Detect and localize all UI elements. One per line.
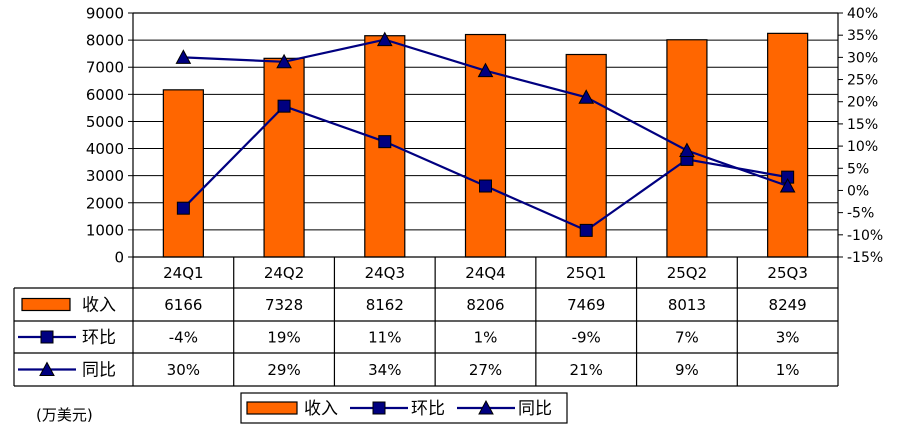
right-tick-label: -5% <box>847 206 874 222</box>
marker-mom <box>277 99 291 113</box>
right-tick-label: 30% <box>847 50 878 66</box>
bar-revenue <box>263 57 305 258</box>
marker-yoy <box>175 49 192 64</box>
left-tick-label: 8000 <box>86 32 124 50</box>
right-tick-label: -10% <box>847 228 883 244</box>
legend-label-revenue: 收入 <box>304 399 338 419</box>
bar-revenue <box>565 53 607 258</box>
left-tick-label: 2000 <box>86 194 124 212</box>
data-table: 24Q1 24Q2 24Q3 24Q4 25Q1 25Q2 25Q3 收入 6166 7328 81… <box>13 256 839 387</box>
legend-label-mom: 环比 <box>411 399 445 419</box>
marker-mom <box>372 401 386 415</box>
category-label: 25Q1 <box>566 264 606 282</box>
table-cell: 3% <box>776 329 800 347</box>
unit-label: (万美元) <box>36 406 93 424</box>
marker-yoy <box>779 177 796 193</box>
left-tick-label: 1000 <box>86 221 124 239</box>
category-label: 24Q4 <box>465 264 505 282</box>
right-tick-label: 10% <box>847 139 878 155</box>
left-tick-label: 4000 <box>86 140 124 158</box>
left-tick-label: 3000 <box>86 167 124 185</box>
right-tick-label: 35% <box>847 28 878 44</box>
category-label: 24Q1 <box>163 264 203 282</box>
bar-revenue <box>162 89 204 258</box>
marker-yoy <box>578 89 595 104</box>
marker-yoy <box>376 31 393 47</box>
chart-legend: 收入 环比 同比 <box>240 392 568 424</box>
table-cell: 7469 <box>567 296 605 314</box>
right-tick-label: 20% <box>847 95 878 111</box>
left-tick-label: 7000 <box>86 59 124 77</box>
left-tick-label: 5000 <box>86 113 124 131</box>
table-row-header: 同比 <box>82 361 116 381</box>
axis-tick-labels: 0 1000 2000 3000 4000 5000 6000 7000 8000 9000 -15… <box>86 5 883 267</box>
table-cell: 30% <box>167 361 200 379</box>
category-label: 25Q2 <box>667 264 707 282</box>
table-row-header: 收入 <box>82 296 116 316</box>
table-cell: 19% <box>267 329 300 347</box>
left-tick-label: 6000 <box>86 86 124 104</box>
right-tick-label: 25% <box>847 73 878 89</box>
table-cell: 9% <box>675 361 699 379</box>
table-cell: 34% <box>368 361 401 379</box>
marker-mom <box>176 201 190 215</box>
right-tick-label: 0% <box>847 183 869 199</box>
legend-label-yoy: 同比 <box>518 399 552 419</box>
marker-mom <box>40 330 54 344</box>
table-cell: 7328 <box>265 296 303 314</box>
table-cell: 6166 <box>164 296 202 314</box>
table-cell: 1% <box>776 361 800 379</box>
marker-yoy <box>276 53 292 69</box>
marker-mom <box>579 223 593 237</box>
left-tick-label: 0 <box>114 249 124 267</box>
category-label: 24Q3 <box>365 264 405 282</box>
left-tick-label: 9000 <box>86 5 124 23</box>
right-tick-label: -15% <box>847 250 883 266</box>
table-cell: 21% <box>570 361 603 379</box>
table-cell: 1% <box>474 329 498 347</box>
table-cell: 7% <box>675 329 699 347</box>
table-cell: 8249 <box>769 296 807 314</box>
legend-key-revenue <box>246 401 298 415</box>
table-cell: 29% <box>267 361 300 379</box>
table-cell: 8013 <box>668 296 706 314</box>
marker-yoy <box>679 142 695 158</box>
table-cell: 27% <box>469 361 502 379</box>
bar-revenue <box>767 32 809 258</box>
marker-yoy <box>39 361 55 376</box>
growth-lines <box>175 31 796 237</box>
table-cell: -9% <box>572 329 601 347</box>
right-tick-label: 5% <box>847 161 869 177</box>
right-tick-label: 15% <box>847 117 878 133</box>
table-row-header: 环比 <box>82 328 116 348</box>
table-key-revenue <box>21 297 71 312</box>
marker-yoy <box>477 62 494 78</box>
marker-yoy <box>478 399 494 415</box>
category-label: 25Q3 <box>767 264 807 282</box>
marker-mom <box>378 135 392 149</box>
table-cell: 11% <box>368 329 401 347</box>
table-cell: -4% <box>169 329 198 347</box>
table-cell: 8206 <box>466 296 504 314</box>
marker-mom <box>479 179 492 193</box>
table-cell: 8162 <box>366 296 404 314</box>
chart-axes <box>128 12 843 258</box>
category-label: 24Q2 <box>264 264 304 282</box>
right-tick-label: 40% <box>847 6 878 22</box>
